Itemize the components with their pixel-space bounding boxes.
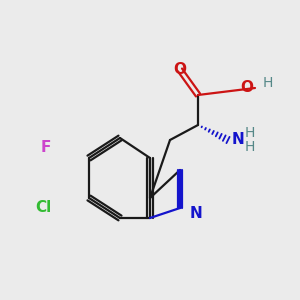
Text: N: N (190, 206, 203, 220)
Text: N: N (232, 131, 245, 146)
Text: H: H (263, 76, 273, 90)
Text: H: H (245, 126, 255, 140)
Text: Cl: Cl (35, 200, 51, 215)
Text: F: F (41, 140, 51, 155)
Text: O: O (240, 80, 253, 94)
Text: H: H (245, 140, 255, 154)
Text: O: O (173, 61, 187, 76)
